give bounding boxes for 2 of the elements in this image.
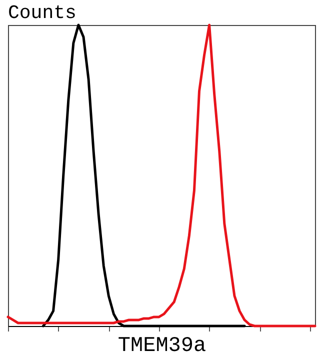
x-axis-title: TMEM39a [118,335,206,356]
y-axis-title: Counts [8,2,76,24]
